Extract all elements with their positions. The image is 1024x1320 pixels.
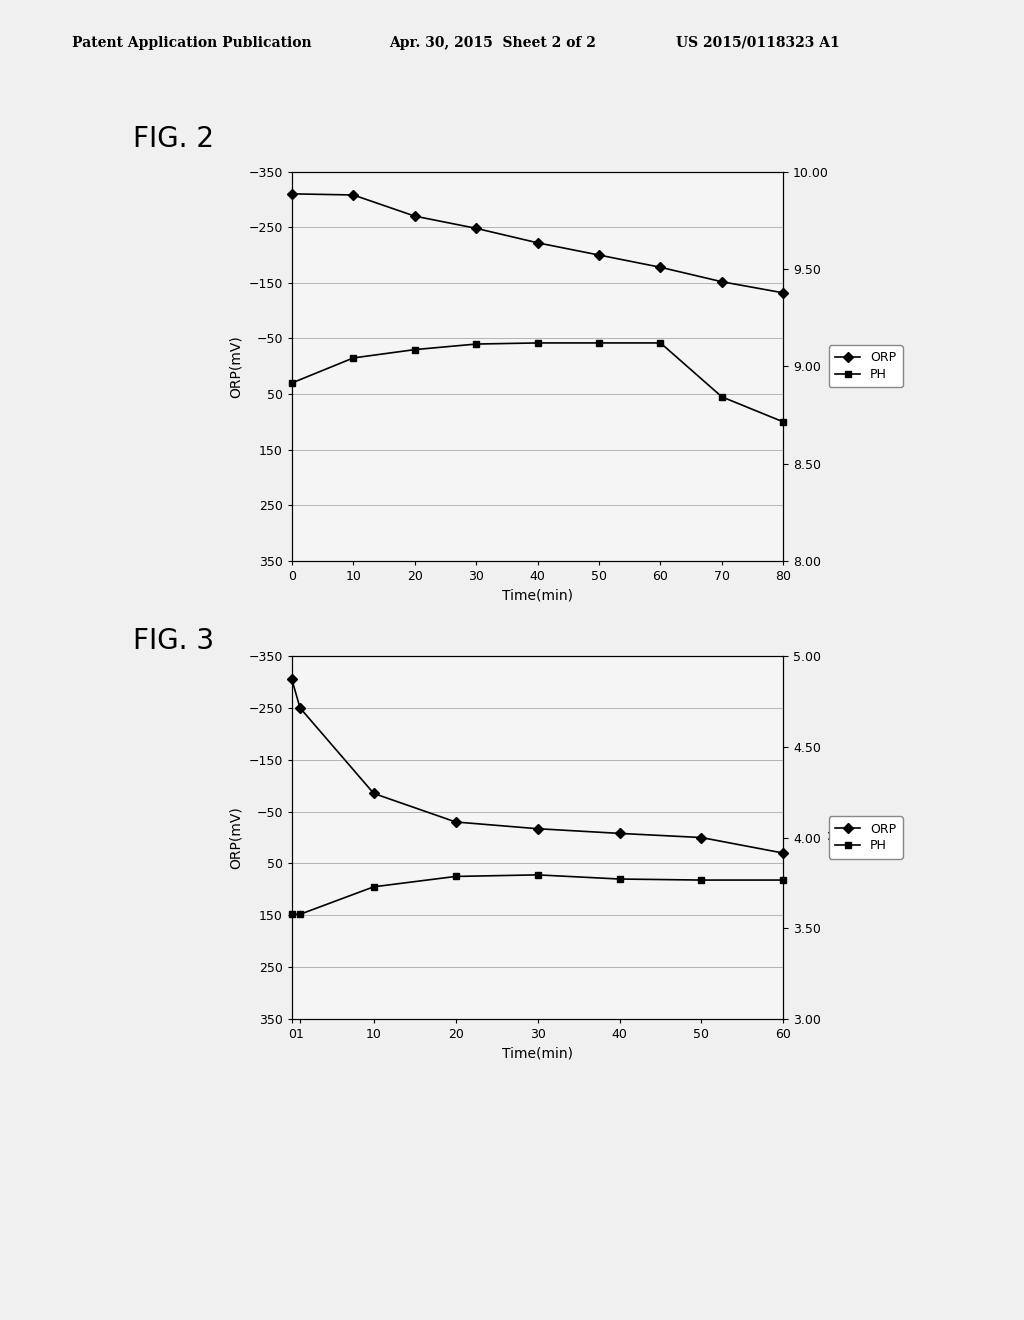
Text: FIG. 3: FIG. 3 [133, 627, 214, 655]
Y-axis label: ORP(mV): ORP(mV) [229, 335, 243, 397]
Text: Apr. 30, 2015  Sheet 2 of 2: Apr. 30, 2015 Sheet 2 of 2 [389, 36, 596, 50]
Text: Patent Application Publication: Patent Application Publication [72, 36, 311, 50]
Text: US 2015/0118323 A1: US 2015/0118323 A1 [676, 36, 840, 50]
Y-axis label: pH: pH [835, 356, 849, 376]
Y-axis label: ORP(mV): ORP(mV) [229, 807, 243, 869]
Y-axis label: pH: pH [826, 828, 841, 847]
X-axis label: Time(min): Time(min) [502, 589, 573, 603]
Text: FIG. 2: FIG. 2 [133, 125, 214, 153]
Legend: ORP, PH: ORP, PH [829, 816, 902, 859]
Legend: ORP, PH: ORP, PH [829, 345, 902, 388]
X-axis label: Time(min): Time(min) [502, 1047, 573, 1061]
